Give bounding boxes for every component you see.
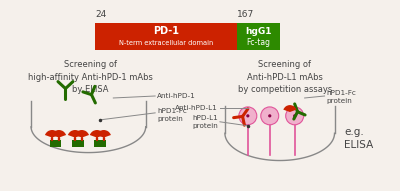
Bar [237, 23, 280, 50]
Text: N-term extracellular domain: N-term extracellular domain [119, 40, 214, 45]
Wedge shape [45, 130, 59, 138]
Wedge shape [75, 130, 89, 138]
Text: 167: 167 [237, 10, 254, 19]
Wedge shape [283, 105, 296, 112]
Text: hgG1: hgG1 [245, 27, 272, 36]
Text: Screening of
high-affinity Anti-hPD-1 mAbs
by ELISA: Screening of high-affinity Anti-hPD-1 mA… [28, 60, 153, 94]
Text: e.g.
ELISA: e.g. ELISA [344, 127, 374, 150]
Circle shape [268, 114, 271, 117]
Wedge shape [68, 130, 82, 138]
Text: Screening of
Anti-hPD-L1 mAbs
by competition assays: Screening of Anti-hPD-L1 mAbs by competi… [238, 60, 332, 94]
Text: hPD1-Fc
protein: hPD1-Fc protein [157, 108, 187, 122]
Circle shape [239, 107, 257, 125]
Text: PD-1: PD-1 [153, 26, 179, 36]
Bar [72, 140, 84, 147]
Circle shape [261, 107, 279, 125]
Text: hPD-L1
protein: hPD-L1 protein [192, 115, 218, 129]
Bar [50, 140, 62, 147]
Circle shape [286, 107, 304, 125]
Text: hPD1-Fc
protein: hPD1-Fc protein [326, 90, 356, 104]
Bar [94, 140, 106, 147]
Text: Anti-hPD-L1: Anti-hPD-L1 [175, 105, 218, 111]
Text: Fc-tag: Fc-tag [246, 38, 270, 47]
Text: 24: 24 [95, 10, 107, 19]
Bar [95, 23, 237, 50]
Wedge shape [96, 130, 111, 138]
Wedge shape [90, 130, 104, 138]
Text: Anti-hPD-1: Anti-hPD-1 [157, 93, 196, 99]
Circle shape [293, 114, 296, 117]
Circle shape [246, 114, 250, 117]
Wedge shape [52, 130, 66, 138]
